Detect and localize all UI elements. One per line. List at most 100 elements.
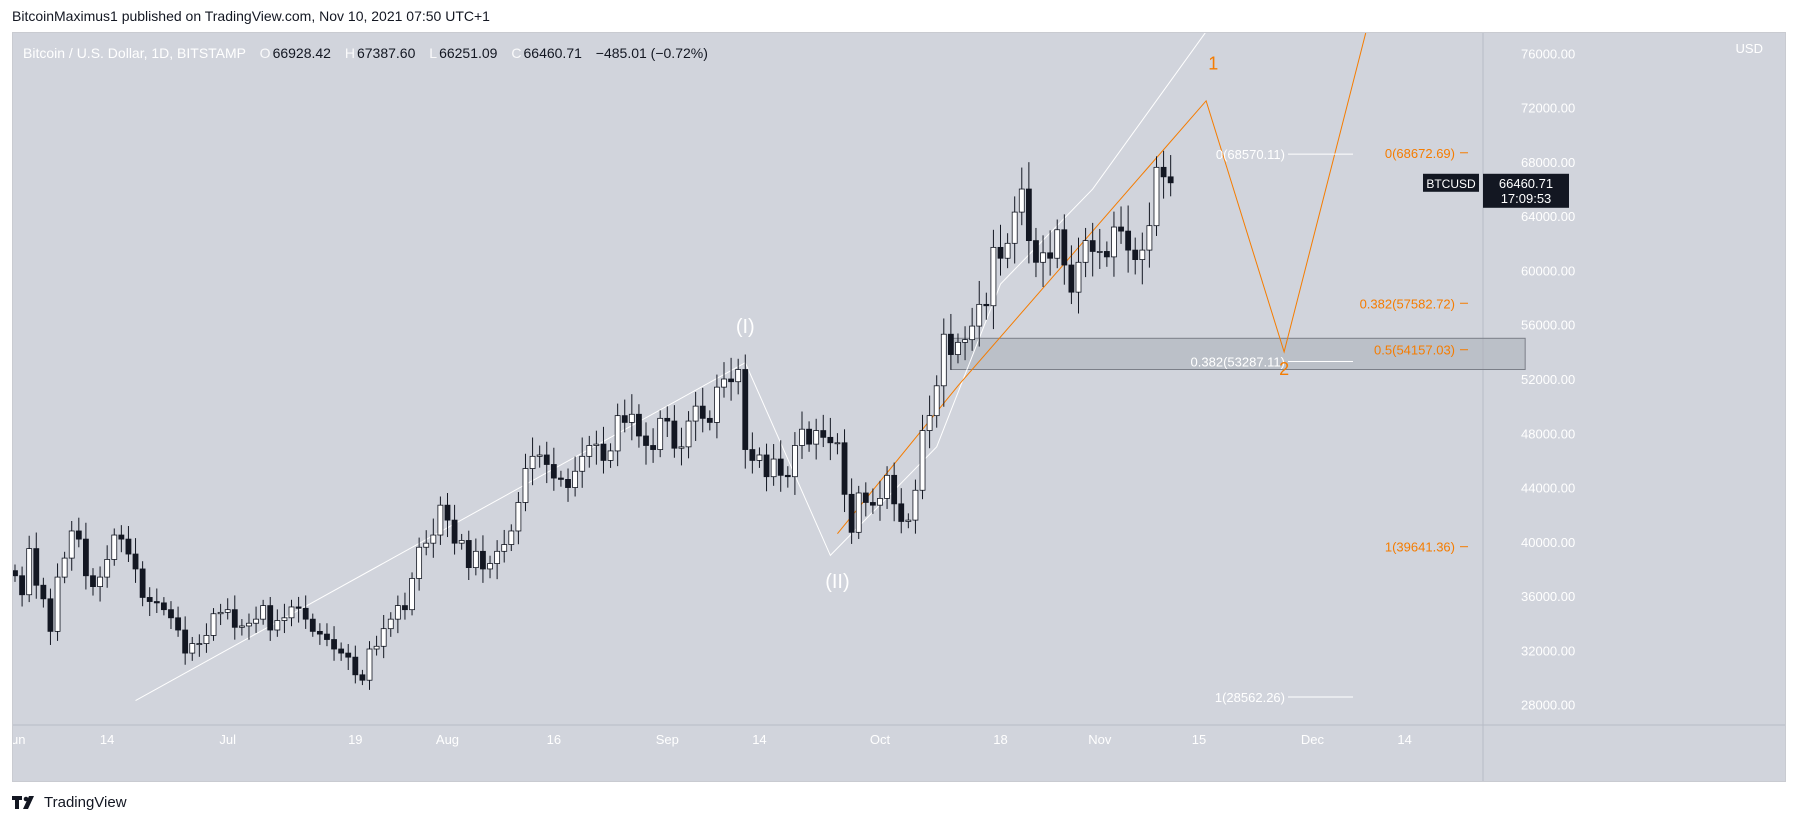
chart-area[interactable]: 76000.00 72000.00 68000.00 64000.00 60000.00…	[12, 32, 1786, 782]
candle-body	[1125, 230, 1132, 251]
candle-body	[706, 417, 713, 423]
candle-body	[1103, 251, 1110, 258]
candle-body	[1068, 264, 1075, 293]
candle-body	[104, 559, 111, 578]
candle-body	[735, 369, 742, 383]
candle-body	[309, 618, 316, 632]
candle-body	[394, 605, 401, 620]
candle-body	[848, 493, 855, 533]
candle-body	[118, 534, 125, 540]
close-value: 66460.71	[523, 45, 582, 61]
candle-body	[1061, 229, 1068, 266]
candle-body	[820, 430, 827, 438]
candle-body	[458, 540, 465, 544]
high-value: 67387.60	[356, 45, 416, 61]
candle-body	[75, 530, 82, 540]
candle-body	[650, 445, 656, 450]
candle-body	[61, 557, 68, 578]
wave-label-orange: 2	[1279, 359, 1289, 379]
y-tick-label: 60000.00	[1521, 263, 1575, 278]
orange-wave-line	[837, 33, 1367, 534]
candle-body	[898, 503, 905, 522]
candle-body	[877, 498, 883, 506]
y-tick-label: 28000.00	[1521, 698, 1575, 713]
candle-body	[678, 446, 685, 449]
candle-body	[834, 442, 841, 445]
candle-body	[352, 656, 359, 676]
x-tick-label: 18	[993, 732, 1007, 747]
candle-body	[387, 618, 394, 630]
candle-body	[1018, 188, 1025, 213]
candle-body	[1167, 176, 1174, 184]
price-chart[interactable]: 76000.00 72000.00 68000.00 64000.00 60000.00…	[13, 33, 1785, 781]
candle-body	[437, 504, 444, 536]
candle-body	[231, 609, 238, 628]
candle-body	[1132, 249, 1139, 260]
candle-body	[246, 622, 252, 627]
candle-body	[302, 607, 309, 620]
y-tick-label: 32000.00	[1521, 643, 1575, 658]
candle-body	[692, 405, 699, 422]
candle-body	[182, 629, 189, 654]
candle-body	[132, 553, 139, 570]
candle-body	[728, 378, 734, 383]
candle-body	[749, 449, 756, 461]
candle-body	[281, 617, 288, 621]
y-tick-label: 72000.00	[1521, 101, 1575, 116]
candle-body	[409, 578, 415, 611]
candle-body	[189, 643, 196, 654]
candle-body	[955, 341, 961, 355]
fib-level-label-white: 0.382(53287.11)	[1191, 355, 1285, 370]
candle-body	[217, 611, 224, 615]
open-value: 66928.42	[272, 45, 331, 61]
candle-body	[515, 502, 522, 532]
publisher-caption: BitcoinMaximus1 published on TradingView…	[12, 8, 490, 24]
candle-body	[1075, 261, 1082, 293]
candle-body	[763, 454, 770, 478]
x-tick-label: 19	[348, 732, 362, 747]
candle-body	[855, 492, 862, 533]
candle-body	[777, 458, 784, 476]
candle-body	[1160, 166, 1167, 178]
candle-body	[33, 548, 40, 586]
candle-body	[196, 643, 203, 645]
candle-body	[451, 519, 458, 544]
symbol-tag-bg	[1423, 173, 1479, 192]
candle-body	[153, 601, 160, 604]
candle-body	[274, 620, 281, 631]
symbol-info-bar: Bitcoin / U.S. Dollar, 1D, BITSTAMP O 669…	[23, 45, 708, 61]
candle-body	[770, 458, 777, 478]
candle-body	[146, 597, 153, 602]
y-tick-label: 40000.00	[1521, 535, 1575, 550]
candle-body	[792, 445, 798, 478]
candle-body	[423, 542, 430, 548]
fib-level-label-orange: 0.382(57582.72)	[1360, 296, 1455, 311]
candle-body	[1089, 240, 1096, 252]
candle-body	[1004, 242, 1011, 259]
footer-brand[interactable]: TradingView	[12, 794, 127, 811]
candle-body	[912, 489, 919, 521]
candle-body	[579, 455, 586, 472]
y-tick-label: 56000.00	[1521, 318, 1575, 333]
candle-body	[1096, 251, 1103, 253]
y-tick-label: 68000.00	[1521, 155, 1575, 170]
candle-body	[465, 540, 472, 569]
candle-body	[799, 428, 805, 446]
candle-body	[947, 333, 954, 355]
fib-level-label-white: 1(28562.26)	[1215, 690, 1285, 705]
open-label: O	[259, 45, 271, 61]
candle-body	[90, 575, 96, 588]
fib-level-label-orange: 0.5(54157.03)	[1374, 343, 1455, 358]
candle-body	[267, 605, 274, 631]
candle-body	[628, 413, 635, 423]
candle-body	[529, 455, 536, 469]
symbol-tag: BTCUSD	[1426, 177, 1476, 191]
candle-body	[600, 443, 607, 461]
last-price: 66460.71	[1499, 176, 1553, 191]
candle-body	[671, 420, 678, 449]
candle-body	[664, 417, 671, 422]
candle-body	[621, 415, 628, 423]
wave-label-orange: 1	[1208, 54, 1218, 74]
candle-body	[862, 492, 869, 503]
candle-body	[969, 325, 976, 341]
